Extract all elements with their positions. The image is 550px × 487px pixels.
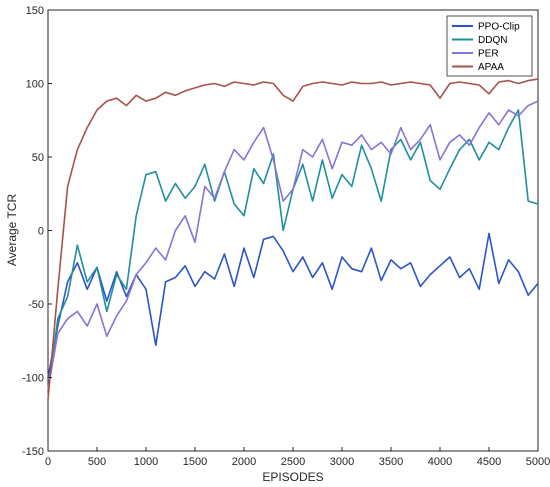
ticks-layer: 0 500 1000 1500 2000 2500 3000 3500 4000 4500 5000… — [22, 5, 550, 468]
legend-label: PER — [478, 49, 499, 60]
x-tick-label: 500 — [88, 456, 106, 468]
x-tick-label: 3000 — [330, 456, 354, 468]
y-tick-label: -150 — [22, 446, 44, 458]
x-tick-label: 2500 — [281, 456, 305, 468]
x-tick-label: 1500 — [183, 456, 207, 468]
y-tick-label: 100 — [26, 79, 44, 91]
legend: PPO-Clip DDQN PER APAA — [446, 15, 533, 77]
x-tick-label: 4000 — [428, 456, 452, 468]
x-tick-label: 3500 — [379, 456, 403, 468]
y-tick-label: -50 — [28, 299, 44, 311]
plot-area — [47, 9, 539, 452]
legend-label: APAA — [478, 62, 504, 73]
y-axis-title: Average TCR — [5, 194, 19, 267]
y-tick-label: 0 — [38, 226, 44, 238]
x-tick-label: 2000 — [232, 456, 256, 468]
x-tick-label: 1000 — [134, 456, 158, 468]
series-layer — [47, 78, 539, 400]
series-line-apaa — [47, 78, 539, 400]
y-tick-label: 150 — [26, 5, 44, 17]
y-tick-label: 50 — [32, 152, 44, 164]
series-line-ppo-clip — [47, 232, 539, 378]
x-tick-label: 0 — [45, 456, 51, 468]
x-tick-label: 5000 — [526, 456, 550, 468]
legend-label: PPO-Clip — [478, 22, 520, 33]
series-line-per — [47, 100, 539, 390]
y-tick-label: -100 — [22, 373, 44, 385]
x-tick-label: 4500 — [477, 456, 501, 468]
legend-label: DDQN — [478, 35, 507, 46]
x-axis-title: EPISODES — [262, 470, 323, 484]
